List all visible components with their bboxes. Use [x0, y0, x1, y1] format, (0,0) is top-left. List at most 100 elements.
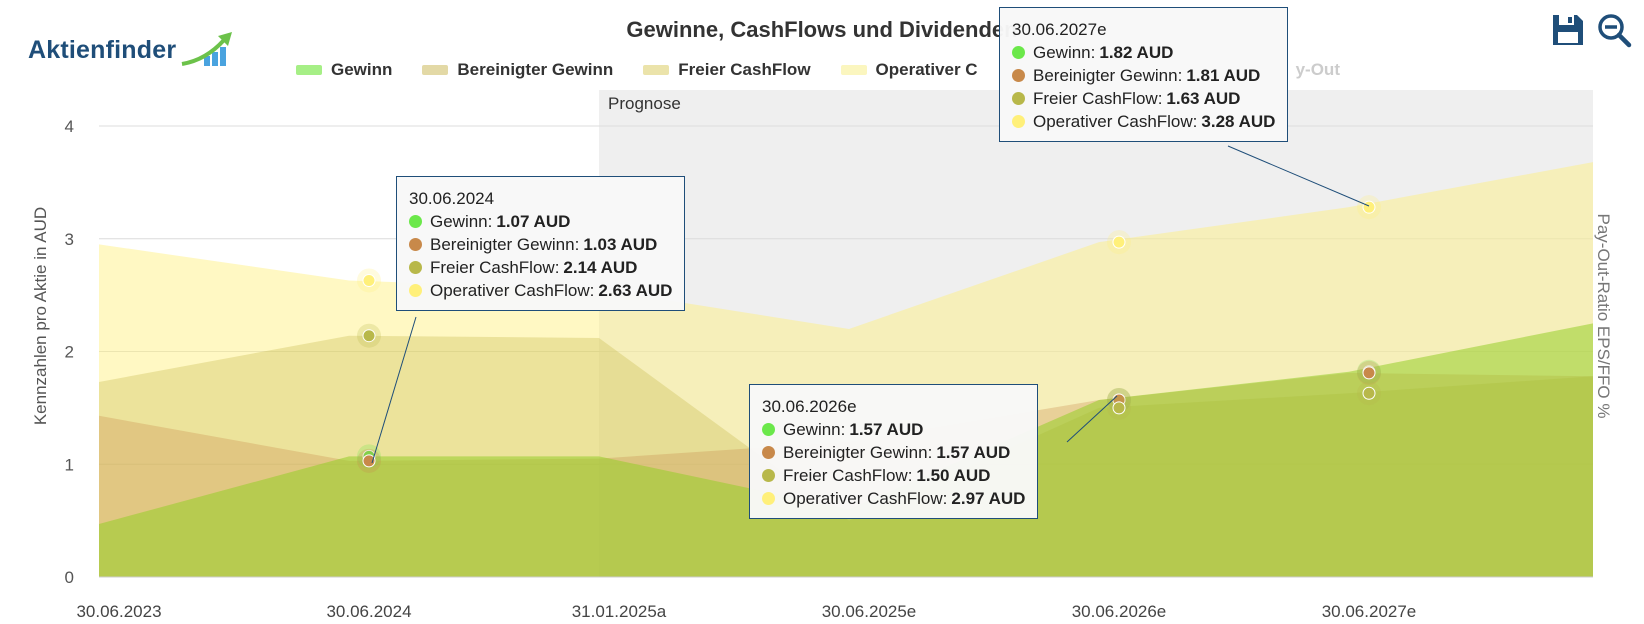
- tooltip-value: 1.57 AUD: [849, 420, 924, 439]
- legend-swatch-freier-cashflow: [643, 65, 670, 75]
- tooltip-2027: 30.06.2027e Gewinn: 1.82 AUD Bereinigter …: [999, 7, 1289, 142]
- tooltip-value: 1.03 AUD: [583, 235, 658, 254]
- tooltip-date: 30.06.2024: [409, 189, 495, 208]
- y-tick-label: 2: [65, 343, 74, 362]
- tooltip-value: 3.28 AUD: [1201, 112, 1276, 131]
- growth-bars-icon: [181, 32, 232, 66]
- data-point-operativer-cashflow: [1362, 200, 1376, 214]
- operativer-cashflow-dot-icon: [409, 284, 422, 297]
- operativer-cashflow-dot-icon: [762, 492, 775, 505]
- tooltip-row-freier-cashflow: Freier CashFlow: 2.14 AUD: [409, 256, 672, 279]
- tooltip-row-operativer-cashflow: Operativer CashFlow: 3.28 AUD: [1012, 110, 1275, 133]
- x-tick-label: 30.06.2024: [326, 602, 411, 621]
- legend-swatch-gewinn: [296, 65, 322, 75]
- data-point-bereinigter-gewinn: [362, 454, 376, 468]
- tooltip-row-freier-cashflow: Freier CashFlow: 1.63 AUD: [1012, 87, 1275, 110]
- gewinn-dot-icon: [1012, 46, 1025, 59]
- tooltip-label: Bereinigter Gewinn:: [783, 443, 933, 462]
- tooltip-row-bereinigter-gewinn: Bereinigter Gewinn: 1.81 AUD: [1012, 64, 1275, 87]
- legend-label: y-Out: [1295, 60, 1340, 79]
- freier-cashflow-dot-icon: [409, 261, 422, 274]
- tooltip-value: 1.63 AUD: [1166, 89, 1241, 108]
- legend-item-freier-cashflow[interactable]: Freier CashFlow: [643, 60, 811, 80]
- y-axis-title: Kennzahlen pro Aktie in AUD: [31, 206, 50, 426]
- tooltip-label: Bereinigter Gewinn:: [430, 235, 580, 254]
- bereinigter-gewinn-dot-icon: [762, 446, 775, 459]
- x-tick-label: 30.06.2026e: [1072, 602, 1167, 621]
- legend-label: Gewinn: [331, 60, 393, 79]
- forecast-band-label: Prognose: [608, 94, 681, 113]
- tooltip-value: 1.50 AUD: [916, 466, 991, 485]
- tooltip-connector: [1227, 145, 1370, 207]
- tooltip-label: Freier CashFlow:: [430, 258, 560, 277]
- legend-label: Operativer C: [875, 60, 978, 79]
- chart-legend: Gewinn Bereinigter Gewinn Freier CashFlo…: [296, 60, 1340, 80]
- x-tick-label: 30.06.2023: [76, 602, 161, 621]
- legend-swatch-operativer-cashflow: [840, 65, 867, 75]
- zoom-out-icon[interactable]: [1596, 12, 1632, 48]
- legend-item-gewinn[interactable]: Gewinn: [296, 60, 392, 80]
- gewinn-dot-icon: [762, 423, 775, 436]
- tooltip-row-gewinn: Gewinn: 1.07 AUD: [409, 210, 672, 233]
- y-axis-right-title: Pay-Out-Ratio EPS/FFO %: [1594, 213, 1613, 419]
- data-point-freier-cashflow: [1112, 401, 1126, 415]
- tooltip-date: 30.06.2026e: [762, 397, 857, 416]
- tooltip-2026: 30.06.2026e Gewinn: 1.57 AUD Bereinigter …: [749, 384, 1039, 519]
- tooltip-date: 30.06.2027e: [1012, 20, 1107, 39]
- tooltip-connector: [371, 316, 417, 464]
- tooltip-label: Gewinn:: [1033, 43, 1096, 62]
- tooltip-label: Gewinn:: [783, 420, 846, 439]
- y-tick-label: 4: [65, 117, 74, 136]
- freier-cashflow-dot-icon: [1012, 92, 1025, 105]
- legend-label: Freier CashFlow: [678, 60, 811, 79]
- y-tick-label: 1: [65, 455, 74, 474]
- tooltip-value: 1.81 AUD: [1186, 66, 1261, 85]
- tooltip-value: 2.63 AUD: [598, 281, 673, 300]
- tooltip-label: Freier CashFlow:: [783, 466, 913, 485]
- tooltip-row-operativer-cashflow: Operativer CashFlow: 2.63 AUD: [409, 279, 672, 302]
- tooltip-value: 1.57 AUD: [936, 443, 1011, 462]
- tooltip-row-bereinigter-gewinn: Bereinigter Gewinn: 1.57 AUD: [762, 441, 1025, 464]
- data-point-freier-cashflow: [362, 329, 376, 343]
- legend-label: Bereinigter Gewinn: [457, 60, 614, 79]
- bereinigter-gewinn-dot-icon: [409, 238, 422, 251]
- freier-cashflow-dot-icon: [762, 469, 775, 482]
- tooltip-row-freier-cashflow: Freier CashFlow: 1.50 AUD: [762, 464, 1025, 487]
- tooltip-row-gewinn: Gewinn: 1.57 AUD: [762, 418, 1025, 441]
- tooltip-row-operativer-cashflow: Operativer CashFlow: 2.97 AUD: [762, 487, 1025, 510]
- data-point-bereinigter-gewinn: [1362, 366, 1376, 380]
- chart-toolbar: [1550, 12, 1632, 48]
- save-icon[interactable]: [1550, 12, 1586, 48]
- tooltip-label: Operativer CashFlow:: [1033, 112, 1198, 131]
- bereinigter-gewinn-dot-icon: [1012, 69, 1025, 82]
- operativer-cashflow-dot-icon: [1012, 115, 1025, 128]
- data-point-operativer-cashflow: [1112, 235, 1126, 249]
- tooltip-row-bereinigter-gewinn: Bereinigter Gewinn: 1.03 AUD: [409, 233, 672, 256]
- tooltip-value: 1.82 AUD: [1099, 43, 1174, 62]
- tooltip-2024: 30.06.2024 Gewinn: 1.07 AUD Bereinigter G…: [396, 176, 686, 311]
- y-tick-label: 3: [65, 230, 74, 249]
- tooltip-row-gewinn: Gewinn: 1.82 AUD: [1012, 41, 1275, 64]
- legend-item-bereinigter-gewinn[interactable]: Bereinigter Gewinn: [422, 60, 613, 80]
- tooltip-label: Freier CashFlow:: [1033, 89, 1163, 108]
- legend-item-operativer-cashflow[interactable]: Operativer C: [840, 60, 978, 80]
- gewinn-dot-icon: [409, 215, 422, 228]
- x-tick-label: 30.06.2025e: [822, 602, 917, 621]
- area-gewinn: [99, 323, 1593, 577]
- tooltip-value: 2.97 AUD: [951, 489, 1026, 508]
- tooltip-label: Operativer CashFlow:: [430, 281, 595, 300]
- data-point-freier-cashflow: [1362, 386, 1376, 400]
- tooltip-value: 2.14 AUD: [563, 258, 638, 277]
- legend-swatch-bereinigter-gewinn: [422, 65, 449, 75]
- tooltip-label: Operativer CashFlow:: [783, 489, 948, 508]
- logo-text: Aktienfinder: [28, 36, 177, 64]
- legend-item-payout[interactable]: y-Out: [1296, 60, 1340, 80]
- x-tick-label: 31.01.2025a: [572, 602, 667, 621]
- y-tick-label: 0: [65, 568, 74, 587]
- data-point-operativer-cashflow: [362, 273, 376, 287]
- tooltip-value: 1.07 AUD: [496, 212, 571, 231]
- x-tick-label: 30.06.2027e: [1322, 602, 1417, 621]
- tooltip-label: Bereinigter Gewinn:: [1033, 66, 1183, 85]
- chart-title: Gewinne, CashFlows und Dividenden: [626, 17, 1018, 42]
